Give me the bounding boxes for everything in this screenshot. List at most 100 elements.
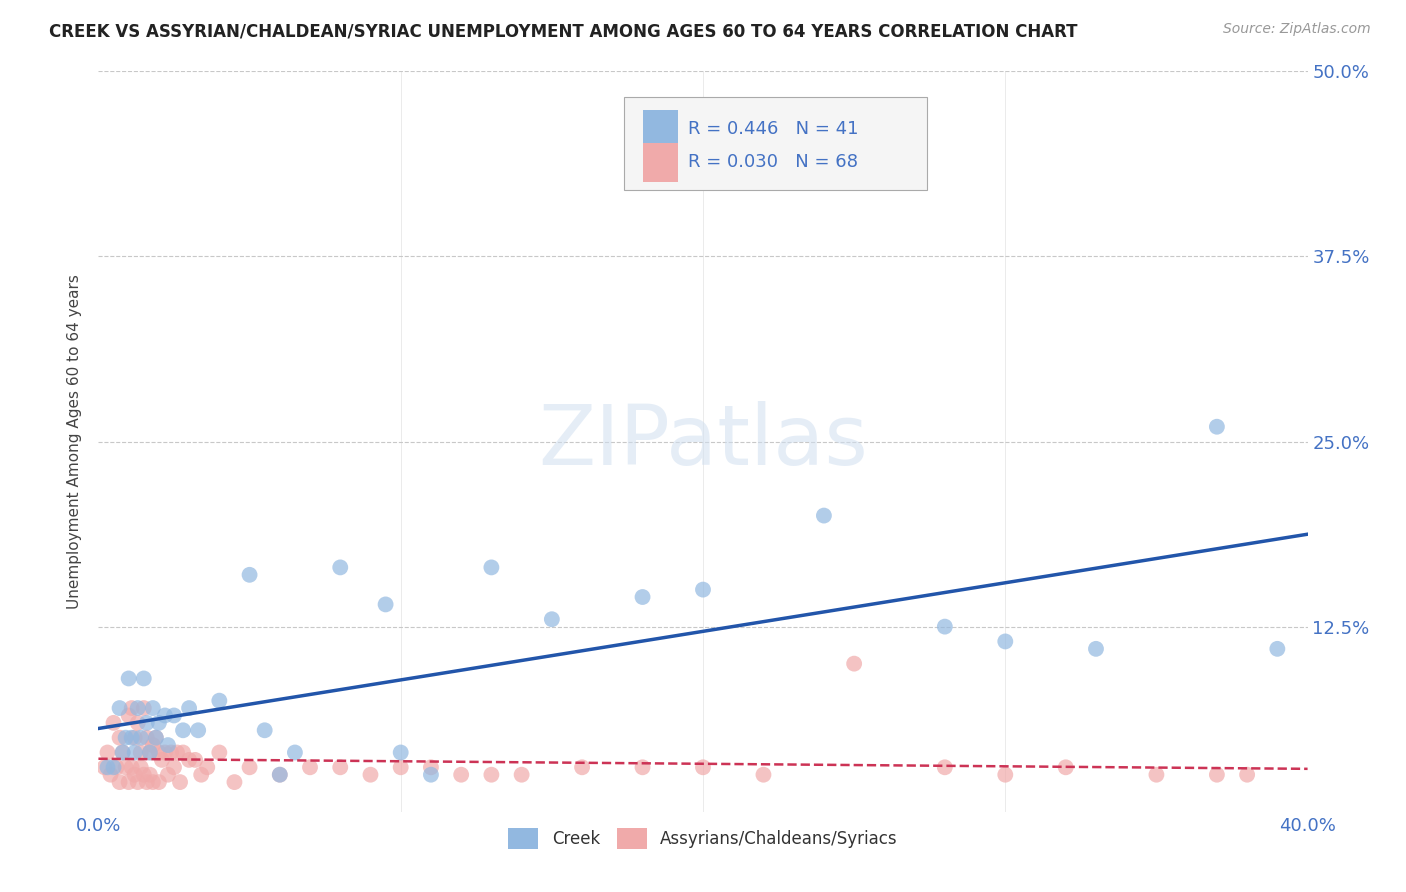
- Point: [208, 694, 231, 708]
- Point: [166, 746, 188, 760]
- Point: [329, 560, 352, 574]
- Point: [631, 590, 654, 604]
- Point: [124, 746, 146, 760]
- Point: [450, 767, 472, 781]
- Point: [121, 760, 143, 774]
- Point: [118, 708, 141, 723]
- Point: [156, 767, 179, 781]
- Point: [239, 760, 262, 774]
- Point: [111, 746, 134, 760]
- Point: [994, 767, 1017, 781]
- Point: [111, 746, 134, 760]
- Point: [1236, 767, 1258, 781]
- Point: [139, 746, 162, 760]
- Point: [139, 767, 162, 781]
- Point: [148, 746, 170, 760]
- Text: CREEK VS ASSYRIAN/CHALDEAN/SYRIAC UNEMPLOYMENT AMONG AGES 60 TO 64 YEARS CORRELA: CREEK VS ASSYRIAN/CHALDEAN/SYRIAC UNEMPL…: [49, 22, 1078, 40]
- Point: [540, 612, 562, 626]
- Point: [118, 775, 141, 789]
- Point: [208, 746, 231, 760]
- Point: [132, 672, 155, 686]
- Point: [1267, 641, 1289, 656]
- Point: [142, 775, 165, 789]
- Point: [269, 767, 291, 781]
- Point: [179, 701, 201, 715]
- Point: [148, 775, 170, 789]
- Point: [934, 619, 956, 633]
- Point: [129, 731, 152, 745]
- FancyBboxPatch shape: [643, 144, 678, 182]
- Point: [1206, 419, 1229, 434]
- Point: [100, 767, 122, 781]
- Point: [1144, 767, 1167, 781]
- Point: [253, 723, 276, 738]
- Point: [103, 760, 125, 774]
- Point: [145, 731, 167, 745]
- Point: [93, 760, 115, 774]
- Point: [169, 775, 191, 789]
- Text: Source: ZipAtlas.com: Source: ZipAtlas.com: [1223, 22, 1371, 37]
- Point: [172, 723, 194, 738]
- Point: [692, 582, 714, 597]
- Point: [108, 731, 131, 745]
- Point: [163, 708, 186, 723]
- Point: [105, 760, 128, 774]
- Point: [124, 731, 146, 745]
- Y-axis label: Unemployment Among Ages 60 to 64 years: Unemployment Among Ages 60 to 64 years: [67, 274, 83, 609]
- Point: [179, 753, 201, 767]
- Point: [190, 767, 212, 781]
- Point: [571, 760, 593, 774]
- Point: [269, 767, 291, 781]
- Point: [752, 767, 775, 781]
- Point: [1085, 641, 1108, 656]
- Point: [153, 708, 176, 723]
- Point: [135, 715, 157, 730]
- FancyBboxPatch shape: [643, 110, 678, 148]
- Text: ZIPatlas: ZIPatlas: [538, 401, 868, 482]
- Point: [121, 701, 143, 715]
- Point: [163, 760, 186, 774]
- Text: R = 0.446   N = 41: R = 0.446 N = 41: [689, 120, 859, 138]
- Point: [420, 760, 443, 774]
- Point: [187, 723, 209, 738]
- Point: [145, 731, 167, 745]
- Point: [132, 767, 155, 781]
- Point: [108, 701, 131, 715]
- Point: [135, 731, 157, 745]
- Point: [129, 746, 152, 760]
- Point: [1054, 760, 1077, 774]
- Point: [692, 760, 714, 774]
- Point: [127, 715, 149, 730]
- Point: [389, 746, 412, 760]
- Point: [114, 760, 136, 774]
- Point: [374, 598, 396, 612]
- Point: [124, 767, 146, 781]
- Point: [481, 560, 503, 574]
- Point: [481, 767, 503, 781]
- Point: [420, 767, 443, 781]
- Point: [389, 760, 412, 774]
- Point: [127, 775, 149, 789]
- Point: [156, 738, 179, 752]
- Point: [510, 767, 533, 781]
- Point: [299, 760, 322, 774]
- Point: [172, 746, 194, 760]
- Point: [994, 634, 1017, 648]
- Point: [132, 701, 155, 715]
- Legend: Creek, Assyrians/Chaldeans/Syriacs: Creek, Assyrians/Chaldeans/Syriacs: [502, 822, 904, 855]
- Point: [844, 657, 866, 671]
- Point: [96, 760, 118, 774]
- Point: [284, 746, 307, 760]
- Text: R = 0.030   N = 68: R = 0.030 N = 68: [689, 153, 859, 171]
- Point: [153, 746, 176, 760]
- Point: [142, 701, 165, 715]
- Point: [142, 738, 165, 752]
- Point: [96, 746, 118, 760]
- Point: [184, 753, 207, 767]
- Point: [129, 760, 152, 774]
- Point: [934, 760, 956, 774]
- Point: [195, 760, 218, 774]
- Point: [114, 731, 136, 745]
- Point: [631, 760, 654, 774]
- Point: [329, 760, 352, 774]
